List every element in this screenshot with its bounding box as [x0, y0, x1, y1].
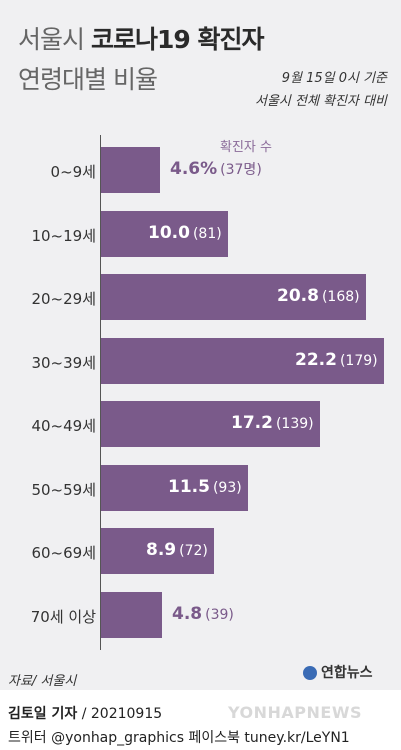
- category-label: 10~19세: [31, 226, 96, 245]
- value-text: 11.5: [168, 476, 210, 497]
- value-label: 10.0 (81): [148, 223, 222, 243]
- count-text: (93): [212, 479, 242, 496]
- bar: [101, 210, 228, 257]
- title-main: 코로나19 확진자: [90, 25, 264, 54]
- watermark: YONHAPNEWS: [228, 703, 362, 722]
- category-label: 50~59세: [31, 480, 96, 499]
- count-text: (72): [179, 543, 208, 559]
- value-text: 20.8: [277, 286, 319, 306]
- chart-title: 서울시 코로나19 확진자: [18, 20, 264, 56]
- value-label: 17.2 (139): [231, 413, 314, 433]
- value-text: 8.9: [146, 540, 177, 560]
- category-label: 70세 이상: [30, 607, 96, 626]
- count-text: (39): [205, 606, 234, 623]
- infographic-card: 서울시 코로나19 확진자 연령대별 비율 9월 15일 0시 기준 서울시 전…: [0, 0, 401, 690]
- logo-text: 연합뉴스: [321, 665, 373, 681]
- value-label: 4.8 (39): [172, 604, 234, 624]
- chart-subtitle: 연령대별 비율: [18, 65, 158, 94]
- social-links: 트위터 @yonhap_graphics 페이스북 tuney.kr/LeYN1: [8, 730, 350, 746]
- value-text: 22.2: [295, 349, 337, 370]
- y-axis-line: [100, 135, 101, 650]
- bar: [101, 464, 248, 511]
- yonhap-logo-icon: [303, 666, 317, 680]
- category-label: 0~9세: [50, 163, 96, 181]
- source-note: 자료/ 서울시: [8, 674, 77, 689]
- basis-note: 서울시 전체 확진자 대비: [255, 94, 387, 109]
- value-text: 4.8: [172, 603, 203, 624]
- bar: [101, 591, 162, 638]
- bar: [101, 528, 214, 574]
- bar: [101, 401, 320, 447]
- yonhap-logo: 연합뉴스: [303, 662, 373, 682]
- byline: 김토일 기자 / 20210915: [8, 703, 162, 723]
- value-label: 22.2 (179): [295, 350, 378, 370]
- legend-count-label: 확진자 수: [220, 140, 272, 155]
- title-prefix: 서울시: [18, 25, 85, 54]
- category-label: 20~29세: [31, 290, 96, 308]
- category-label: 60~69세: [31, 544, 96, 562]
- value-label: 4.6% (37명): [170, 159, 262, 179]
- byline-name: 김토일 기자: [8, 706, 78, 722]
- category-label: 30~39세: [31, 353, 96, 372]
- value-text: 4.6%: [170, 159, 218, 179]
- value-text: 17.2: [231, 413, 273, 433]
- date-note: 9월 15일 0시 기준: [281, 71, 387, 86]
- value-text: 10.0: [148, 222, 190, 243]
- bar: [101, 147, 160, 193]
- byline-date: / 20210915: [77, 706, 163, 722]
- count-text: (81): [192, 225, 222, 242]
- count-text: (37명): [220, 162, 262, 178]
- value-label: 20.8 (168): [277, 286, 360, 306]
- bar: [101, 337, 384, 384]
- category-label: 40~49세: [31, 417, 96, 435]
- count-text: (139): [275, 416, 314, 432]
- count-text: (168): [321, 289, 360, 305]
- value-label: 8.9 (72): [146, 540, 208, 560]
- value-label: 11.5 (93): [168, 477, 242, 497]
- count-text: (179): [339, 352, 378, 369]
- bar: [101, 274, 366, 320]
